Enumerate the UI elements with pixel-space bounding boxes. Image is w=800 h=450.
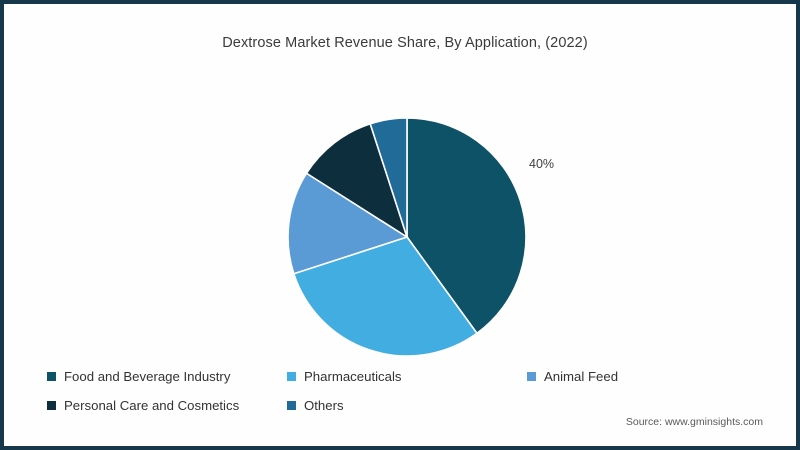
source-attribution: Source: www.gminsights.com	[625, 416, 763, 428]
legend-item-food-and-beverage-industry[interactable]: Food and Beverage Industry	[47, 369, 287, 384]
legend-row-2: Personal Care and Cosmetics Others	[47, 398, 747, 418]
legend-label: Personal Care and Cosmetics	[64, 398, 240, 413]
legend-label: Animal Feed	[544, 369, 619, 384]
legend-row-1: Food and Beverage Industry Pharmaceutica…	[47, 369, 747, 389]
pie-slice-group	[287, 117, 527, 357]
legend-swatch-icon	[47, 401, 56, 410]
legend-label: Pharmaceuticals	[304, 369, 402, 384]
legend-swatch-icon	[47, 372, 56, 381]
pie-slice[interactable]	[305, 122, 409, 239]
legend-item-pharmaceuticals[interactable]: Pharmaceuticals	[287, 369, 527, 384]
legend-label: Food and Beverage Industry	[64, 369, 231, 384]
legend-swatch-icon	[287, 372, 296, 381]
pie-slice[interactable]	[369, 117, 408, 238]
legend: Food and Beverage Industry Pharmaceutica…	[47, 369, 747, 427]
legend-item-others[interactable]: Others	[287, 398, 527, 413]
pie-slice-label-food-and-beverage: 40%	[529, 157, 555, 171]
pie-chart	[285, 115, 529, 359]
legend-item-animal-feed[interactable]: Animal Feed	[527, 369, 727, 384]
legend-label: Others	[304, 398, 344, 413]
pie-chart-svg	[287, 117, 527, 357]
pie-slice[interactable]	[292, 236, 479, 357]
pie-slice[interactable]	[406, 117, 527, 335]
page-title: Dextrose Market Revenue Share, By Applic…	[222, 35, 588, 51]
legend-swatch-icon	[527, 372, 536, 381]
legend-swatch-icon	[287, 401, 296, 410]
chart-canvas: Dextrose Market Revenue Share, By Applic…	[4, 4, 796, 446]
legend-item-personal-care-and-cosmetics[interactable]: Personal Care and Cosmetics	[47, 398, 287, 413]
pie-slice[interactable]	[287, 172, 409, 275]
